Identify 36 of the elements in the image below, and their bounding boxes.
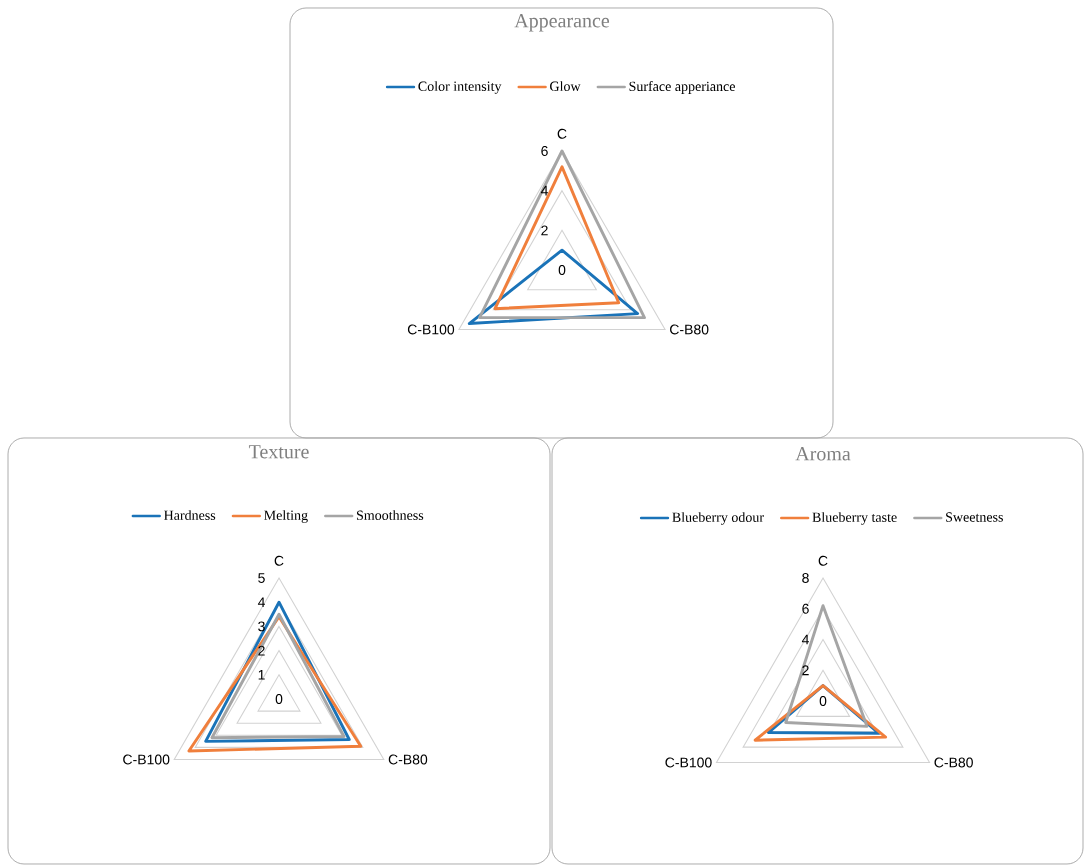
y-tick-label: 4 [540,185,548,196]
spoke-label: C-B100 [123,754,170,765]
legend-label: Glow [550,81,581,92]
spoke-label: C-B80 [934,757,973,768]
spoke-label: C [557,128,567,139]
y-tick-label: 1 [258,670,265,680]
legend-label: Blueberry odour [672,512,764,525]
y-tick-label: 3 [258,621,265,632]
y-tick-label: 0 [558,265,566,275]
y-tick-label: 6 [802,603,809,614]
y-tick-label: 2 [258,645,265,656]
legend-label: Color intensity [418,81,502,94]
chart-title: Texture [248,445,309,459]
y-tick-label: 2 [802,665,809,676]
legend-label: Hardness [164,510,216,520]
legend-label: Melting [264,510,308,523]
spoke-label: C-B100 [407,324,455,335]
legend-label: Smoothness [356,510,424,520]
spoke-label: C [818,555,828,566]
legend-label: Sweetness [946,512,1003,522]
y-tick-label: 2 [541,225,548,236]
y-tick-label: 0 [819,696,827,706]
y-tick-label: 6 [541,146,548,156]
chart-title: Aroma [795,447,851,461]
chart-title: Appearance [514,14,610,32]
y-tick-label: 4 [257,597,265,608]
legend-label: Surface apperiance [629,81,735,94]
y-tick-label: 0 [275,694,283,704]
spoke-label: C-B80 [670,324,709,335]
y-tick-label: 5 [258,573,265,583]
y-tick-label: 8 [802,573,809,583]
spoke-label: C [274,555,284,566]
spoke-label: C-B100 [665,757,712,768]
legend-label: Blueberry taste [812,512,897,525]
y-tick-label: 4 [801,634,809,645]
spoke-label: C-B80 [388,754,428,765]
